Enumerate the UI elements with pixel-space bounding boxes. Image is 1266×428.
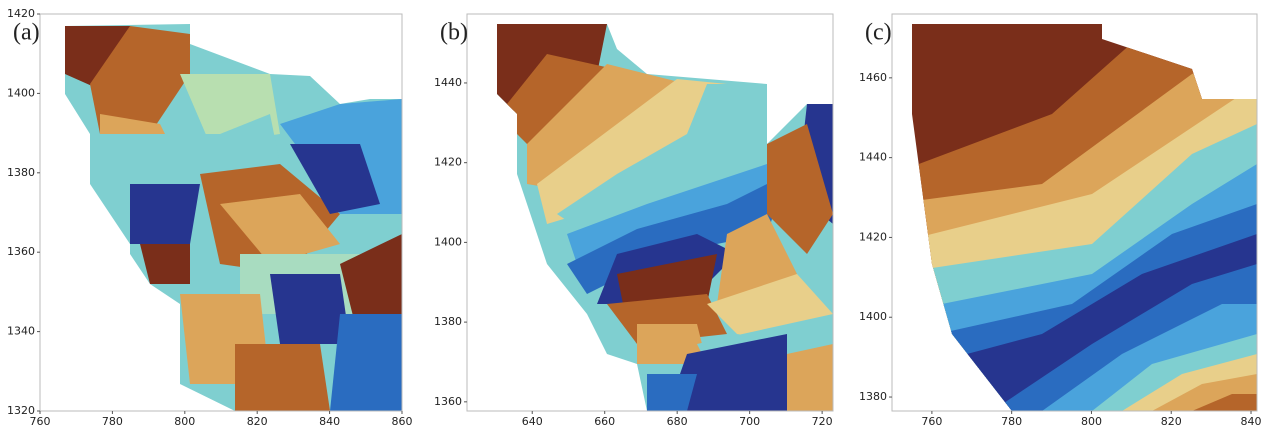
y-tick-label: 1400	[434, 235, 462, 248]
y-tick-label: 1440	[434, 76, 462, 89]
panel-label: (a)	[13, 20, 40, 46]
x-tick-label: 840	[1241, 415, 1262, 428]
plot-frame	[891, 13, 1258, 412]
y-tick-label: 1360	[434, 395, 462, 408]
x-tick-label: 860	[392, 415, 413, 428]
x-tick-label: 680	[667, 415, 688, 428]
map-region	[140, 244, 190, 284]
x-tick-label: 720	[812, 415, 833, 428]
y-tick-label: 1420	[859, 230, 887, 243]
x-tick-label: 760	[30, 415, 51, 428]
x-tick-label: 800	[1081, 415, 1102, 428]
y-tick-label: 1360	[7, 245, 35, 258]
map-c	[912, 24, 1257, 411]
panel-label: (b)	[440, 20, 468, 46]
panel-label: (c)	[865, 20, 892, 46]
y-tick-label: 1380	[434, 315, 462, 328]
x-tick-label: 700	[739, 415, 760, 428]
x-tick-label: 820	[1161, 415, 1182, 428]
y-tick-label: 1380	[7, 166, 35, 179]
map-region	[90, 26, 190, 134]
x-tick-label: 800	[174, 415, 195, 428]
y-tick-label: 1420	[7, 7, 35, 20]
map-region	[290, 144, 380, 214]
y-tick-label: 1440	[859, 151, 887, 164]
y-tick-label: 1400	[859, 310, 887, 323]
map-region	[270, 274, 350, 344]
x-tick-label: 760	[921, 415, 942, 428]
x-tick-label: 840	[319, 415, 340, 428]
y-tick-label: 1340	[7, 325, 35, 338]
y-tick-label: 1320	[7, 404, 35, 417]
plot-frame	[466, 13, 834, 412]
y-tick-label: 1460	[859, 71, 887, 84]
map-region	[330, 314, 402, 411]
map-region	[767, 124, 833, 254]
map-region	[130, 184, 200, 244]
map-b	[497, 24, 833, 411]
x-tick-label: 640	[522, 415, 543, 428]
plot-frame	[39, 13, 403, 412]
map-region	[1192, 394, 1257, 411]
map-region	[667, 334, 787, 411]
map-region	[235, 344, 330, 411]
map-region	[90, 114, 280, 184]
x-tick-label: 820	[247, 415, 268, 428]
map-region	[220, 194, 340, 264]
x-tick-label: 780	[1001, 415, 1022, 428]
map-region	[557, 84, 767, 234]
x-tick-label: 660	[594, 415, 615, 428]
map-a	[65, 24, 402, 411]
x-tick-label: 780	[102, 415, 123, 428]
y-tick-label: 1380	[859, 390, 887, 403]
map-region	[537, 79, 727, 224]
y-tick-label: 1400	[7, 86, 35, 99]
y-tick-label: 1420	[434, 156, 462, 169]
map-region	[787, 344, 833, 411]
map-region	[647, 374, 697, 411]
